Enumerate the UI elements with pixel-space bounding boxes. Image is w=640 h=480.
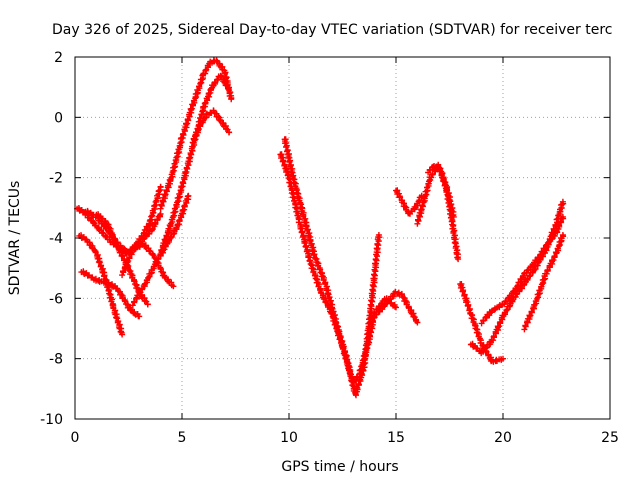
arc4-point [157, 183, 164, 190]
y-tick-label: -10 [40, 412, 63, 428]
arc2-point [96, 259, 103, 266]
arc12-point [332, 319, 339, 326]
arc7-point [167, 235, 174, 241]
arc12-point [349, 382, 356, 389]
arc2-point [101, 273, 108, 280]
arc18-point [503, 307, 510, 314]
arc20-point [550, 257, 557, 264]
arc12-point [341, 349, 348, 356]
arc14-point [415, 198, 422, 205]
arc6-point [170, 283, 177, 290]
arc18-point [559, 198, 566, 205]
y-tick-label: 0 [54, 110, 63, 126]
y-tick-label: -2 [49, 171, 63, 187]
arc12-point [328, 304, 335, 311]
arc10-point [226, 129, 233, 136]
axis-ticks: 0 5 10 15 20 25 -10 -8 -6 -4 -2 0 2 [40, 50, 619, 446]
arc5-point [144, 301, 151, 308]
chart-title: Day 326 of 2025, Sidereal Day-to-day VTE… [52, 22, 612, 38]
arc3-point [118, 291, 125, 298]
arc7-point [185, 192, 192, 199]
arc13-point [402, 298, 409, 304]
arc16-point [455, 256, 462, 263]
arc3-point [136, 313, 143, 320]
y-tick-label: -4 [49, 231, 63, 247]
arc20-point [559, 232, 566, 238]
data-marks [74, 57, 567, 399]
arc8-point [162, 236, 169, 243]
arc19-point [514, 283, 521, 290]
x-tick-label: 10 [280, 430, 298, 446]
arc11-point [306, 258, 313, 265]
x-tick-label: 25 [601, 430, 619, 446]
arc12-point [316, 266, 323, 273]
arc8-point [201, 100, 208, 107]
y-axis-label: SDTVAR / TECUs [7, 181, 23, 296]
arc5-point [131, 278, 138, 285]
arc13-point [414, 319, 421, 326]
arc6-point [119, 272, 126, 279]
arc19-point [559, 213, 566, 220]
arc12-point [311, 252, 317, 259]
y-tick-label: -6 [49, 291, 63, 307]
arc12-point [366, 312, 373, 319]
x-tick-label: 5 [178, 430, 187, 446]
arc12-point [346, 367, 352, 374]
arc3-point [127, 307, 134, 313]
arc17-point [469, 315, 476, 322]
arc12-point [337, 334, 344, 341]
x-axis-label: GPS time / hours [281, 459, 398, 475]
arc9-point [225, 85, 232, 92]
grid [75, 57, 610, 419]
arc11-point [311, 272, 318, 279]
arc6-point [157, 265, 164, 272]
x-tick-label: 20 [494, 430, 512, 446]
arc9-point [228, 96, 235, 103]
y-tick-label: -8 [49, 352, 63, 368]
arc9-point [162, 191, 169, 198]
arc2-point [119, 331, 126, 338]
arc11-point [393, 304, 399, 311]
arc1-point [157, 210, 164, 217]
arc17-point [500, 355, 506, 362]
arc9-point [202, 67, 209, 74]
x-tick-label: 0 [71, 430, 80, 446]
arc8-point [208, 85, 215, 92]
x-tick-label: 15 [387, 430, 405, 446]
arc12-point [375, 232, 382, 238]
y-tick-label: 2 [54, 50, 63, 66]
